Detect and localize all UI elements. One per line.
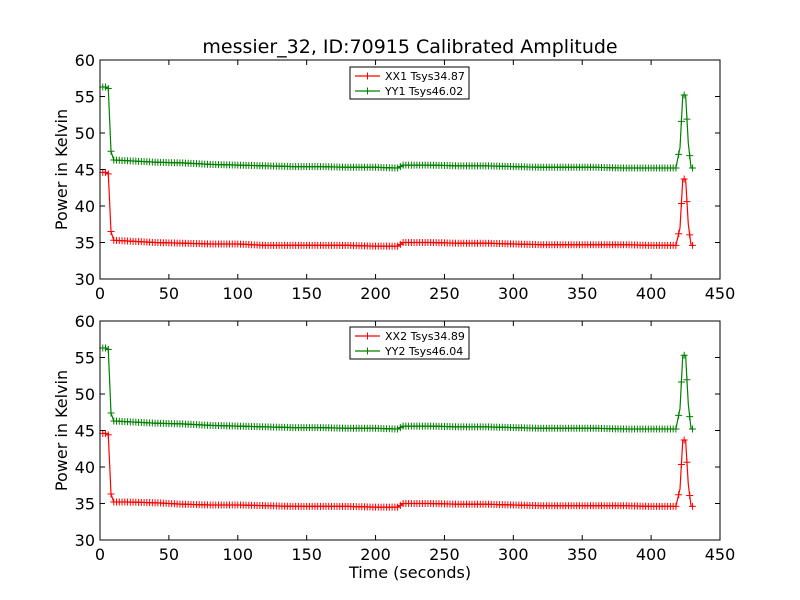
- y-tick-label: 35: [75, 234, 95, 253]
- legend-marker: [364, 87, 371, 95]
- y-tick-label: 40: [75, 197, 95, 216]
- x-tick-label: 450: [705, 284, 736, 303]
- x-tick-label: 250: [429, 545, 460, 564]
- data-point: [686, 491, 694, 499]
- x-tick-label: 300: [498, 545, 529, 564]
- data-point: [683, 458, 691, 466]
- legend-label: XX2 Tsys34.89: [385, 330, 465, 343]
- data-point: [672, 425, 680, 433]
- data-point: [677, 378, 685, 386]
- data-point: [104, 431, 112, 439]
- x-tick-label: 0: [95, 545, 105, 564]
- series-line: [102, 347, 694, 430]
- top-panel: 0 50 100 150 200 250 300 350 400 450 30 35 40 45 50 55 6…: [52, 51, 735, 303]
- bottom-panel: 0 50 100 150 200 250 300 350 400 450 30 35 40 45 50 55 6…: [52, 312, 735, 582]
- data-point: [680, 91, 688, 99]
- data-point: [686, 413, 694, 421]
- legend-label: YY1 Tsys46.02: [384, 85, 463, 98]
- data-point: [104, 345, 112, 353]
- y-tick-label: 60: [75, 312, 95, 331]
- data-point: [107, 147, 115, 155]
- x-tick-label: 350: [567, 545, 598, 564]
- data-point: [675, 411, 683, 419]
- x-tick-label: 250: [429, 284, 460, 303]
- series-yy: [99, 344, 696, 433]
- y-tick-label: 50: [75, 385, 95, 404]
- y-tick-label: 30: [75, 531, 95, 550]
- y-tick-label: 55: [75, 349, 95, 368]
- x-tick-label: 50: [159, 545, 179, 564]
- data-point: [675, 150, 683, 158]
- data-point: [688, 241, 696, 249]
- x-tick-label: 0: [95, 284, 105, 303]
- x-tick-label: 400: [636, 545, 667, 564]
- y-axis-label: Power in Kelvin: [52, 370, 71, 491]
- x-tick-label: 100: [223, 284, 254, 303]
- data-point: [688, 502, 696, 510]
- data-point: [683, 115, 691, 123]
- data-point: [104, 84, 112, 92]
- data-point: [672, 241, 680, 249]
- y-tick-label: 45: [75, 422, 95, 441]
- x-tick-label: 150: [291, 545, 322, 564]
- data-point: [677, 117, 685, 125]
- x-tick-label: 300: [498, 284, 529, 303]
- legend: XX1 Tsys34.87 YY1 Tsys46.02: [349, 66, 470, 100]
- x-tick-label: 350: [567, 284, 598, 303]
- series-line: [102, 432, 694, 508]
- legend-label: YY2 Tsys46.04: [384, 345, 463, 358]
- data-point: [107, 409, 115, 417]
- data-point: [683, 198, 691, 206]
- series-yy: [99, 83, 696, 172]
- chart-title: messier_32, ID:70915 Calibrated Amplitud…: [202, 36, 617, 58]
- y-tick-label: 50: [75, 124, 95, 143]
- data-point: [680, 436, 688, 444]
- data-point: [107, 228, 115, 236]
- series-xx: [99, 429, 696, 511]
- x-tick-label: 450: [705, 545, 736, 564]
- x-tick-label: 150: [291, 284, 322, 303]
- y-axis-label: Power in Kelvin: [52, 109, 71, 230]
- y-tick-label: 60: [75, 51, 95, 70]
- data-point: [672, 164, 680, 172]
- data-point: [688, 425, 696, 433]
- legend-box: [349, 66, 470, 100]
- data-point: [677, 460, 685, 468]
- y-tick-label: 30: [75, 270, 95, 289]
- x-tick-label: 100: [223, 545, 254, 564]
- legend-marker: [364, 332, 371, 340]
- data-point: [688, 164, 696, 172]
- y-tick-label: 55: [75, 88, 95, 107]
- data-point: [686, 231, 694, 239]
- data-point: [683, 376, 691, 384]
- y-tick-label: 45: [75, 161, 95, 180]
- data-point: [107, 490, 115, 498]
- data-point: [686, 152, 694, 160]
- legend-marker: [364, 72, 371, 80]
- data-point: [680, 175, 688, 183]
- series-xx: [99, 168, 696, 250]
- x-tick-label: 50: [159, 284, 179, 303]
- data-point: [677, 199, 685, 207]
- x-tick-label: 200: [360, 545, 391, 564]
- data-point: [675, 230, 683, 238]
- data-point: [672, 502, 680, 510]
- data-point: [675, 491, 683, 499]
- legend-box: [349, 326, 470, 360]
- x-axis-label: Time (seconds): [348, 563, 471, 582]
- y-tick-label: 35: [75, 495, 95, 514]
- x-tick-label: 200: [360, 284, 391, 303]
- data-point: [680, 351, 688, 359]
- series-line: [102, 171, 694, 247]
- legend: XX2 Tsys34.89 YY2 Tsys46.04: [349, 326, 470, 360]
- legend-label: XX1 Tsys34.87: [385, 70, 465, 83]
- data-point: [104, 170, 112, 178]
- legend-marker: [364, 347, 371, 355]
- y-tick-label: 40: [75, 458, 95, 477]
- x-tick-label: 400: [636, 284, 667, 303]
